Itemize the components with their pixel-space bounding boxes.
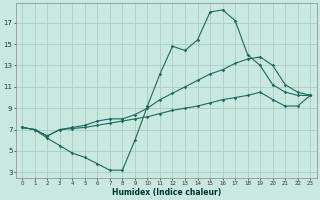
X-axis label: Humidex (Indice chaleur): Humidex (Indice chaleur) (112, 188, 221, 197)
